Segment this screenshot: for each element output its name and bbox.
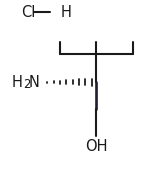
Text: OH: OH (85, 139, 108, 154)
Text: Cl: Cl (21, 5, 36, 20)
Text: 2: 2 (24, 78, 31, 91)
Text: H: H (60, 5, 71, 20)
Text: H: H (12, 75, 23, 90)
Text: N: N (28, 75, 39, 90)
